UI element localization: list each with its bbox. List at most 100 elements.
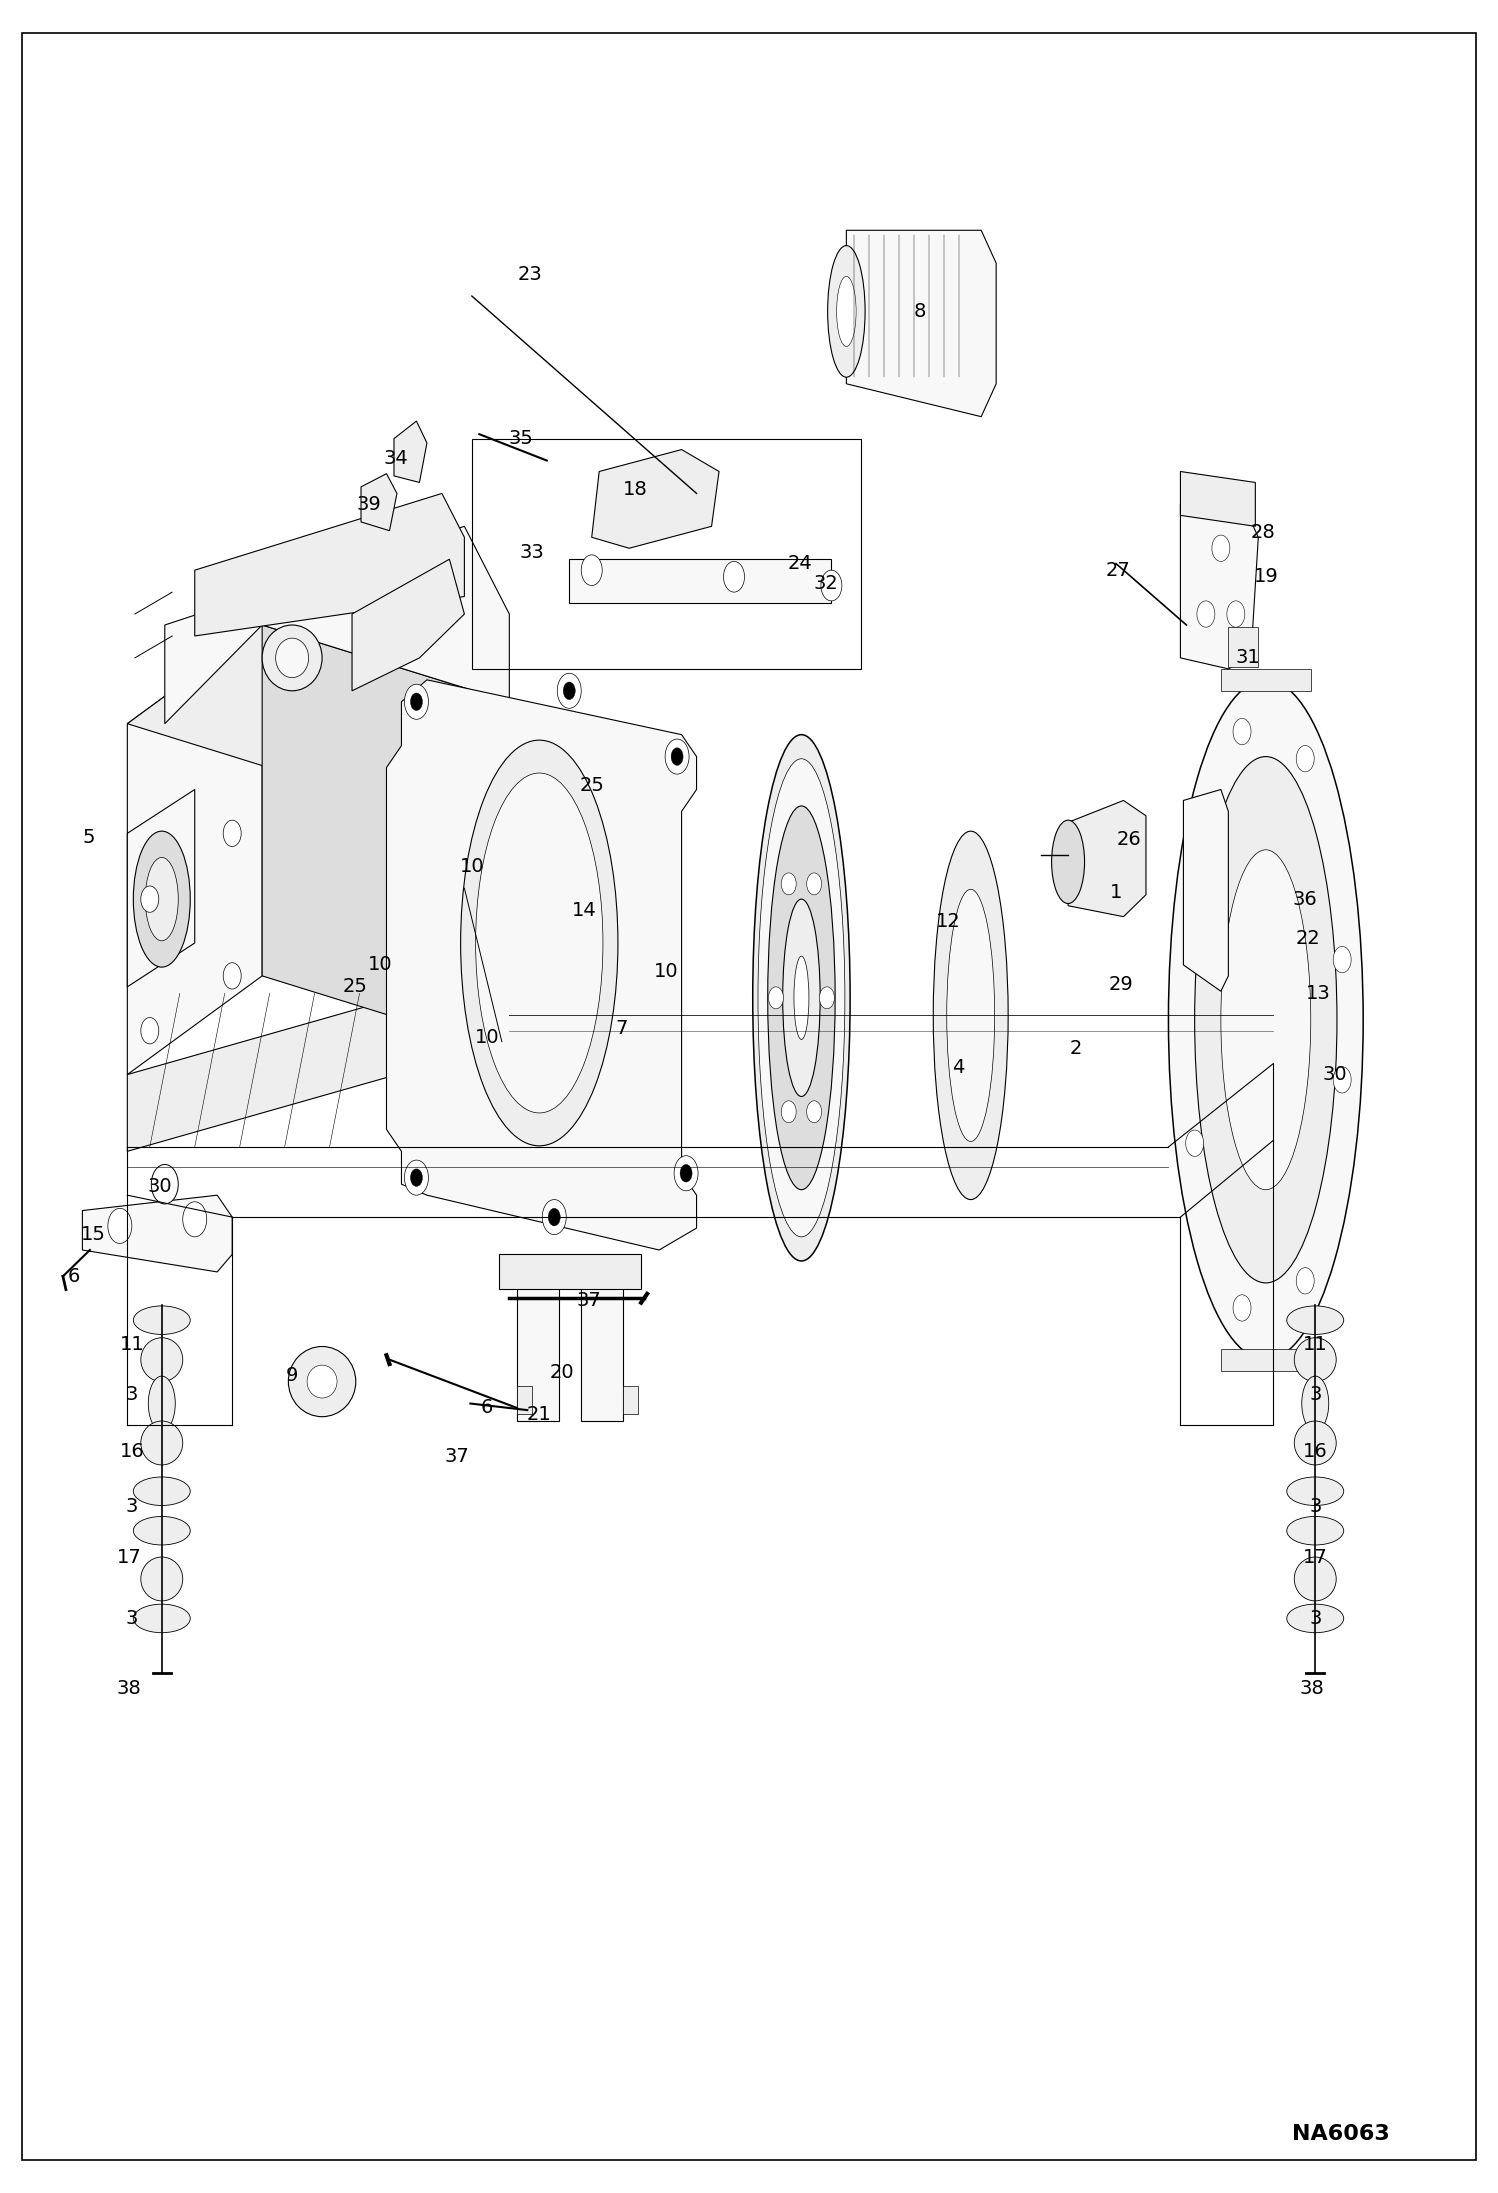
Ellipse shape	[141, 1557, 183, 1601]
Circle shape	[581, 555, 602, 586]
Text: 3: 3	[126, 1498, 138, 1515]
Ellipse shape	[276, 638, 309, 678]
Text: 38: 38	[1300, 1680, 1324, 1697]
Text: 24: 24	[788, 555, 812, 572]
Polygon shape	[127, 998, 397, 1151]
Ellipse shape	[288, 1347, 357, 1417]
Ellipse shape	[767, 805, 836, 1189]
Circle shape	[151, 1164, 178, 1204]
Text: 18: 18	[623, 480, 647, 498]
Ellipse shape	[1294, 1421, 1336, 1465]
Polygon shape	[82, 1195, 232, 1272]
Ellipse shape	[1221, 849, 1311, 1189]
Circle shape	[782, 873, 797, 895]
Text: 5: 5	[82, 829, 94, 846]
Polygon shape	[127, 625, 262, 1075]
Circle shape	[1186, 884, 1204, 910]
Circle shape	[782, 1101, 797, 1123]
Bar	[1228, 627, 1258, 667]
Polygon shape	[499, 1254, 641, 1289]
Text: 37: 37	[445, 1447, 469, 1465]
Circle shape	[404, 684, 428, 719]
Text: 30: 30	[148, 1178, 172, 1195]
Polygon shape	[165, 526, 509, 724]
Ellipse shape	[133, 1518, 190, 1544]
Text: 1: 1	[1110, 884, 1122, 901]
Text: 6: 6	[67, 1268, 79, 1285]
Ellipse shape	[1195, 757, 1336, 1283]
Circle shape	[680, 1164, 692, 1182]
Text: 37: 37	[577, 1292, 601, 1309]
Ellipse shape	[141, 1421, 183, 1465]
Text: NA6063: NA6063	[1291, 2123, 1390, 2145]
Polygon shape	[1180, 504, 1258, 669]
Circle shape	[557, 673, 581, 708]
Text: 26: 26	[1118, 831, 1141, 849]
Ellipse shape	[133, 1478, 190, 1504]
Ellipse shape	[1052, 820, 1085, 904]
Text: 9: 9	[286, 1366, 298, 1384]
Text: 30: 30	[1323, 1066, 1347, 1083]
Ellipse shape	[1302, 1377, 1329, 1432]
Polygon shape	[397, 833, 509, 1075]
Polygon shape	[1183, 789, 1228, 991]
Polygon shape	[361, 474, 397, 531]
Text: 22: 22	[1296, 930, 1320, 947]
Ellipse shape	[1294, 1557, 1336, 1601]
Ellipse shape	[145, 857, 178, 941]
Ellipse shape	[1287, 1605, 1344, 1632]
Text: 2: 2	[1070, 1039, 1082, 1057]
Circle shape	[806, 873, 821, 895]
Polygon shape	[581, 1268, 623, 1421]
Circle shape	[724, 561, 745, 592]
Circle shape	[768, 987, 783, 1009]
Ellipse shape	[133, 1305, 190, 1333]
Ellipse shape	[133, 831, 190, 967]
Text: 7: 7	[616, 1020, 628, 1037]
Polygon shape	[262, 625, 509, 1053]
Text: 21: 21	[527, 1406, 551, 1423]
Polygon shape	[127, 625, 509, 800]
Text: 17: 17	[1303, 1548, 1327, 1566]
Circle shape	[1233, 1294, 1251, 1320]
Ellipse shape	[1168, 680, 1363, 1360]
Circle shape	[410, 1169, 422, 1186]
Ellipse shape	[148, 1377, 175, 1432]
Text: 33: 33	[520, 544, 544, 561]
Polygon shape	[569, 559, 831, 603]
Ellipse shape	[1287, 1518, 1344, 1544]
Text: 25: 25	[343, 978, 367, 996]
Text: 3: 3	[1309, 1610, 1321, 1627]
Ellipse shape	[491, 943, 529, 1075]
Circle shape	[819, 987, 834, 1009]
Text: 12: 12	[936, 912, 960, 930]
Text: 20: 20	[550, 1364, 574, 1382]
Ellipse shape	[497, 965, 521, 1053]
Polygon shape	[394, 421, 427, 482]
Text: 3: 3	[1309, 1386, 1321, 1404]
Circle shape	[108, 1208, 132, 1243]
Polygon shape	[1180, 471, 1255, 526]
Text: 3: 3	[1309, 1498, 1321, 1515]
Ellipse shape	[141, 1338, 183, 1382]
Circle shape	[542, 1200, 566, 1235]
Polygon shape	[1221, 1349, 1311, 1371]
Circle shape	[1296, 1268, 1314, 1294]
Text: 17: 17	[117, 1548, 141, 1566]
Polygon shape	[1221, 669, 1311, 691]
Circle shape	[1212, 535, 1230, 561]
Circle shape	[223, 963, 241, 989]
Circle shape	[806, 1101, 821, 1123]
Circle shape	[141, 886, 159, 912]
Text: 10: 10	[369, 956, 392, 974]
Text: 10: 10	[475, 1029, 499, 1046]
Circle shape	[141, 1018, 159, 1044]
Text: 10: 10	[460, 857, 484, 875]
Circle shape	[548, 1208, 560, 1226]
Ellipse shape	[262, 625, 322, 691]
Circle shape	[183, 1202, 207, 1237]
Polygon shape	[517, 1386, 532, 1414]
Circle shape	[1233, 719, 1251, 746]
Text: 35: 35	[509, 430, 533, 447]
Ellipse shape	[758, 759, 845, 1237]
